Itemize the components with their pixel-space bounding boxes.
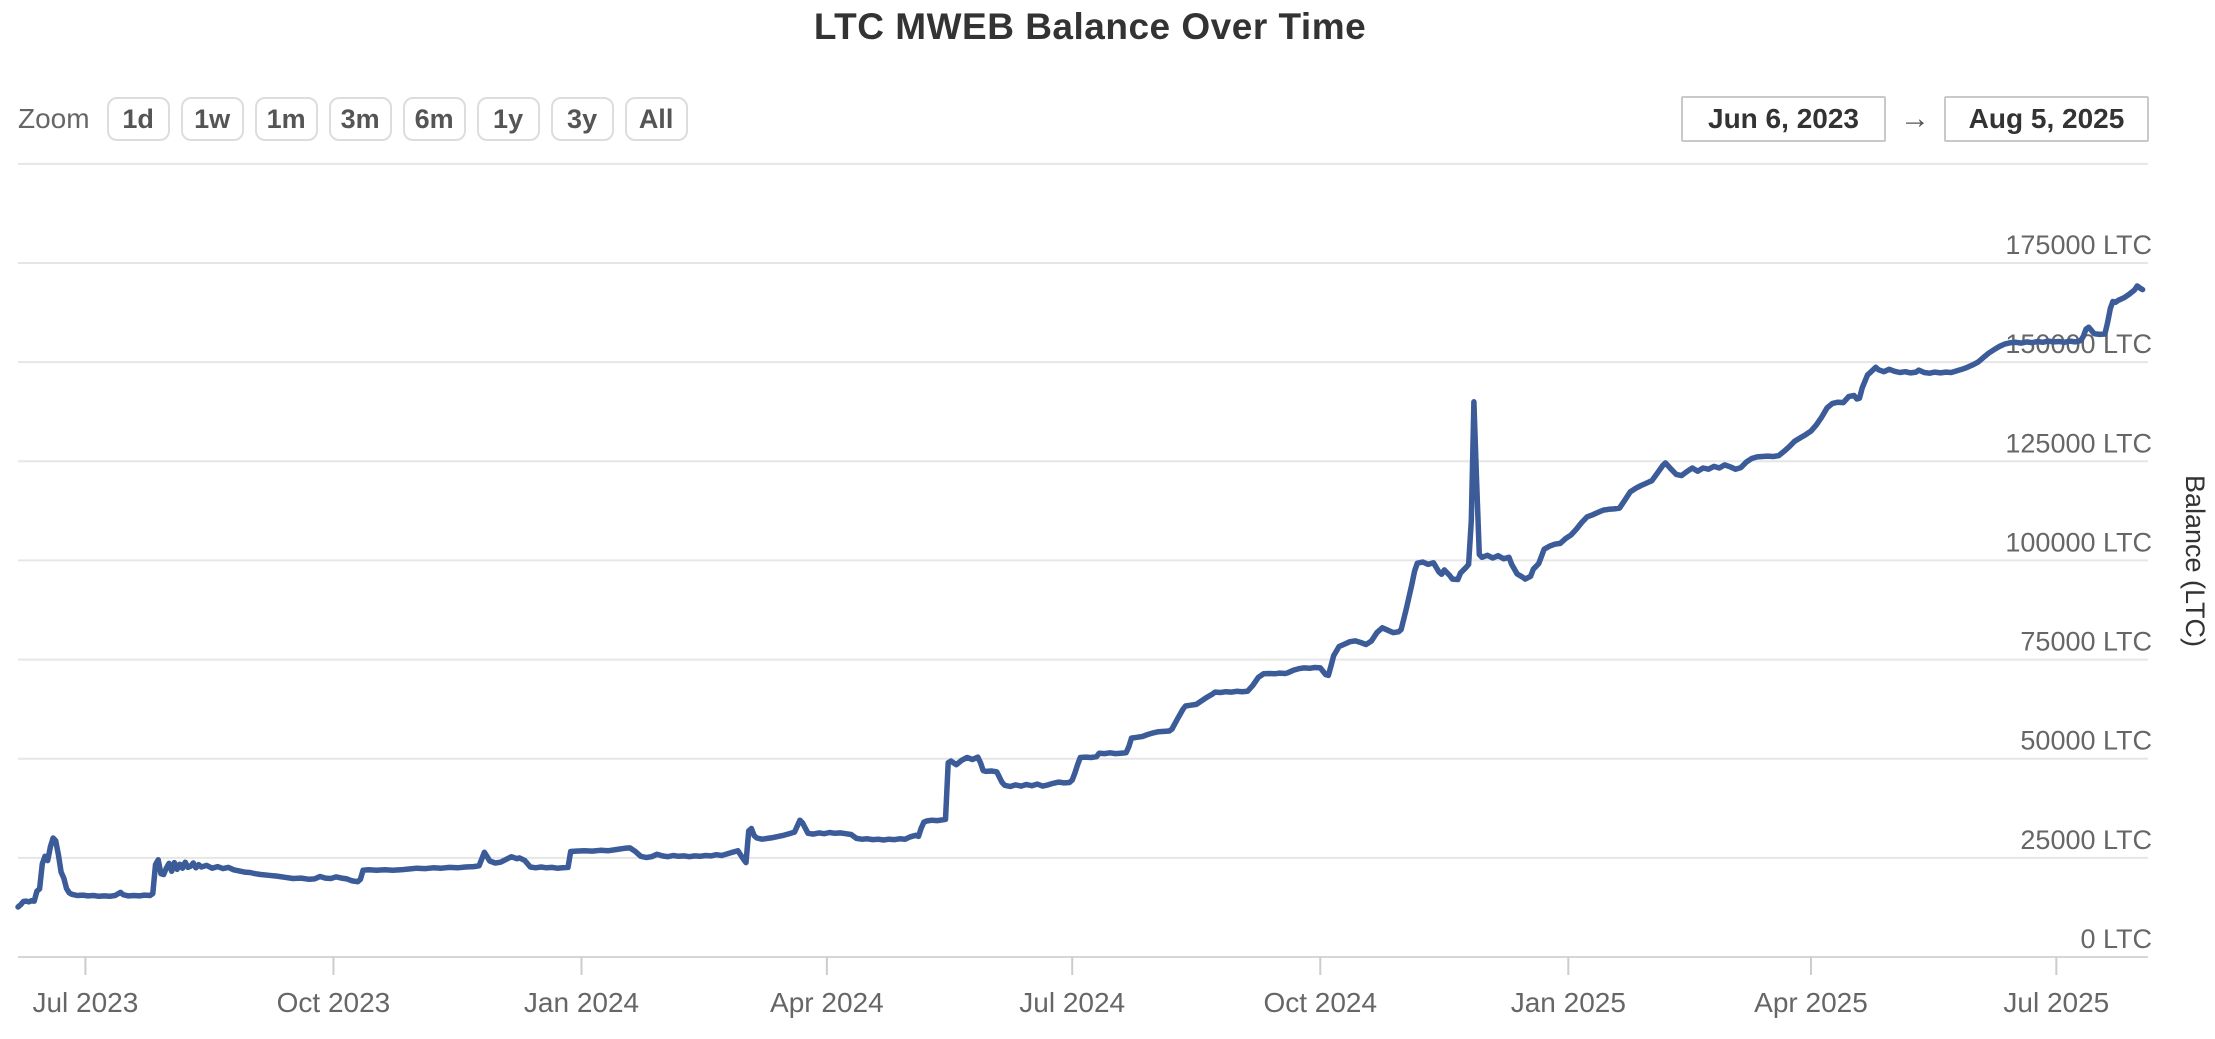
y-axis-tick-label: 100000 LTC: [2005, 527, 2152, 557]
zoom-button-1d[interactable]: 1d: [106, 97, 170, 141]
x-axis-tick-label: Jan 2024: [524, 987, 639, 1018]
x-axis-tick-label: Jul 2024: [1019, 987, 1125, 1018]
y-axis-tick-label: 50000 LTC: [2020, 726, 2152, 756]
x-axis-tick-label: Oct 2024: [1263, 987, 1377, 1018]
page-title: LTC MWEB Balance Over Time: [813, 6, 1367, 47]
range-start-input[interactable]: [1681, 96, 1886, 142]
chart-controls-row: Zoom 1d 1w 1m 3m 6m 1y 3y All →: [18, 95, 2149, 143]
y-axis-tick-label: 125000 LTC: [2005, 428, 2152, 458]
zoom-group-label: Zoom: [18, 103, 90, 134]
zoom-button-all[interactable]: All: [624, 97, 688, 141]
x-axis-tick-label: Jul 2025: [2003, 987, 2109, 1018]
zoom-button-group: Zoom 1d 1w 1m 3m 6m 1y 3y All: [18, 97, 688, 141]
zoom-button-1m[interactable]: 1m: [254, 97, 318, 141]
y-axis-tick-label: 75000 LTC: [2020, 627, 2152, 657]
zoom-button-6m[interactable]: 6m: [402, 97, 466, 141]
range-arrow-icon: →: [1900, 102, 1930, 135]
y-axis-tick-label: 25000 LTC: [2020, 825, 2152, 855]
date-range-group: →: [1681, 96, 2149, 142]
x-axis-tick-label: Jul 2023: [32, 987, 138, 1018]
zoom-button-1y[interactable]: 1y: [476, 97, 540, 141]
x-axis-tick-label: Oct 2023: [277, 987, 391, 1018]
zoom-button-3y[interactable]: 3y: [550, 97, 614, 141]
x-axis-tick-label: Apr 2025: [1754, 987, 1868, 1018]
range-end-input[interactable]: [1944, 96, 2149, 142]
balance-series-line[interactable]: [15, 283, 2146, 910]
x-axis-tick-label: Apr 2024: [770, 987, 884, 1018]
zoom-button-3m[interactable]: 3m: [328, 97, 392, 141]
y-axis-title: Balance (LTC): [2180, 475, 2210, 647]
y-axis-tick-label: 0 LTC: [2080, 924, 2152, 954]
zoom-button-1w[interactable]: 1w: [180, 97, 244, 141]
x-axis-tick-label: Jan 2025: [1511, 987, 1626, 1018]
y-axis-tick-label: 175000 LTC: [2005, 230, 2152, 260]
